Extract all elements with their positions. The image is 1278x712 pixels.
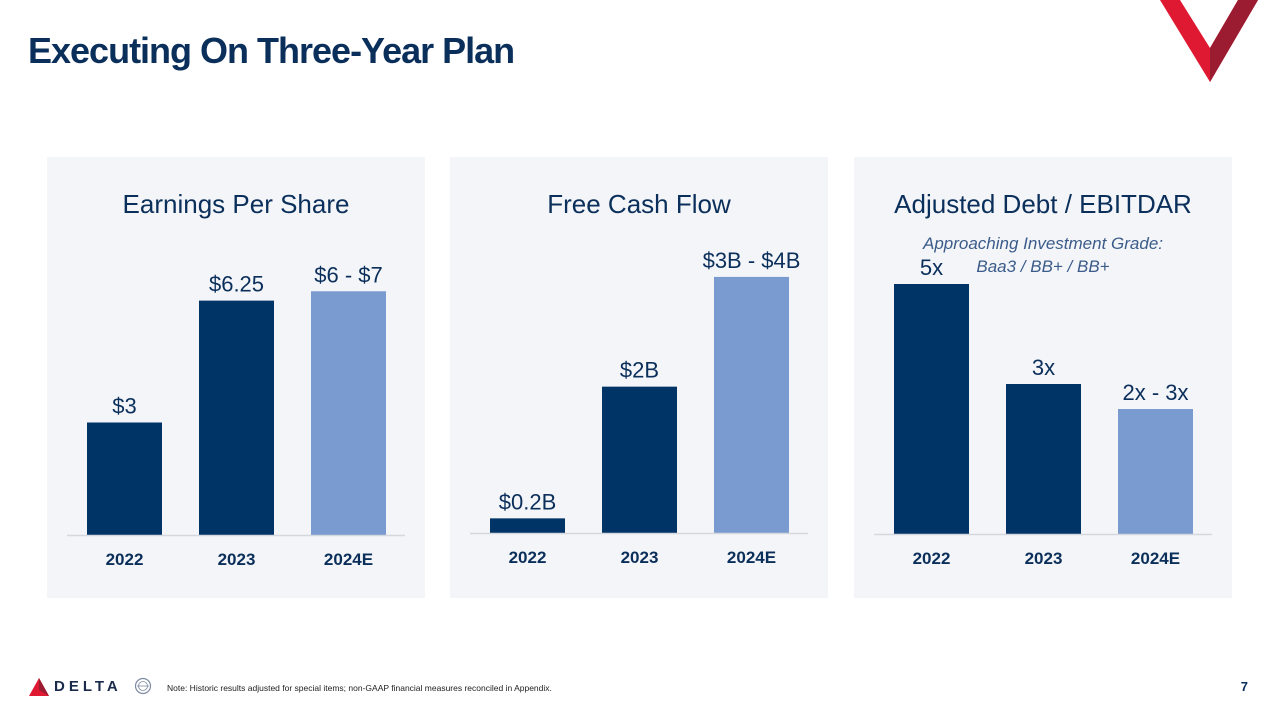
footer-note: Note: Historic results adjusted for spec… (167, 683, 552, 693)
bar-2023 (602, 386, 677, 533)
debt-ebitdar-chart-panel: Adjusted Debt / EBITDAR Approaching Inve… (854, 157, 1232, 598)
x-tick-label-2022: 2022 (106, 550, 144, 569)
x-tick-label-2022: 2022 (509, 548, 547, 567)
bar-2024e (714, 276, 789, 533)
bar-2022 (490, 518, 565, 533)
subtitle-line-2: Baa3 / BB+ / BB+ (976, 257, 1110, 276)
page-title: Executing On Three-Year Plan (28, 30, 515, 71)
fcf-bar-chart: $0.2B 2022 $2B 2023 $3B - $4B 2024E (470, 248, 808, 567)
x-tick-label-2024e: 2024E (324, 550, 373, 569)
bar-2023 (199, 300, 274, 535)
data-label-2023: $6.25 (209, 272, 264, 297)
x-tick-label-2022: 2022 (913, 549, 951, 568)
data-label-2022: $3 (112, 394, 136, 419)
delta-triangle-logo-icon (29, 678, 49, 696)
x-tick-label-2023: 2023 (218, 550, 256, 569)
data-label-2024e: 2x - 3x (1122, 380, 1188, 405)
chart-subtitle: Approaching Investment Grade: Baa3 / BB+… (854, 232, 1232, 278)
x-tick-label-2024e: 2024E (727, 548, 776, 567)
x-tick-label-2024e: 2024E (1131, 549, 1180, 568)
debt-ebitdar-bar-chart: 5x 2022 3x 2023 2x - 3x 2024E (874, 255, 1212, 568)
chart-title: Free Cash Flow (547, 189, 731, 219)
data-label-2022: $0.2B (499, 489, 557, 514)
data-label-2023: $2B (620, 358, 659, 383)
footer-brand: DELTA (54, 678, 122, 695)
bar-2024e (1118, 409, 1193, 534)
eps-bar-chart: $3 2022 $6.25 2023 $6 - $7 2024E (67, 262, 405, 569)
bar-2022 (894, 284, 969, 534)
bar-2022 (87, 422, 162, 535)
bar-2024e (311, 291, 386, 535)
fcf-chart-panel: Free Cash Flow $0.2B 2022 $2B 2023 $3B - $4B… (450, 157, 828, 598)
data-label-2024e: $3B - $4B (703, 248, 801, 273)
page-number: 7 (1240, 679, 1248, 694)
chart-title: Adjusted Debt / EBITDAR (894, 189, 1192, 219)
bar-2023 (1006, 384, 1081, 534)
eps-chart-panel: Earnings Per Share $3 2022 $6.25 2023 $6 - $… (47, 157, 425, 598)
data-label-2023: 3x (1032, 355, 1055, 380)
data-label-2024e: $6 - $7 (314, 262, 383, 287)
x-tick-label-2023: 2023 (621, 548, 659, 567)
chart-title: Earnings Per Share (122, 189, 350, 219)
subtitle-line-1: Approaching Investment Grade: (922, 234, 1164, 253)
delta-widget-logo-icon (1160, 0, 1258, 82)
x-tick-label-2023: 2023 (1025, 549, 1063, 568)
data-label-2022: 5x (920, 255, 943, 280)
partner-seal-icon (134, 677, 152, 695)
